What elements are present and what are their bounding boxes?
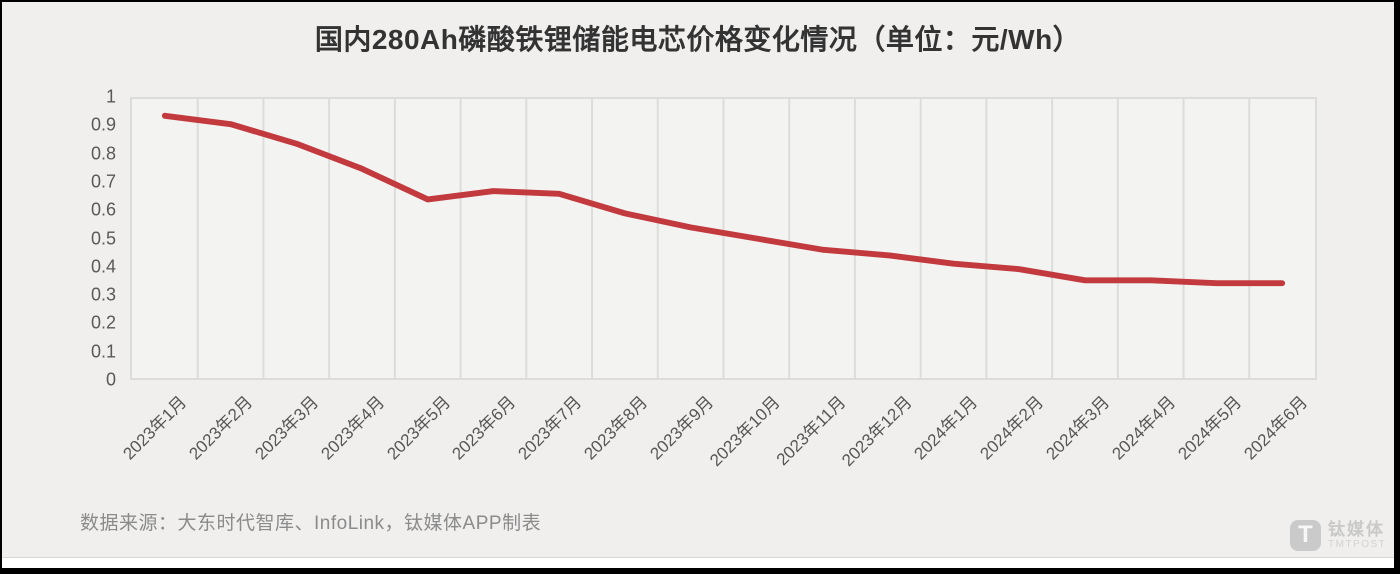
y-tick-label: 1 (105, 86, 116, 107)
tmtpost-name-en: TMTPOST (1328, 539, 1387, 550)
price-line-chart (161, 99, 1286, 378)
tmtpost-watermark: T 钛媒体 TMTPOST (1290, 520, 1386, 551)
y-tick-label: 0.1 (90, 341, 116, 362)
y-tick-label: 0.5 (90, 228, 116, 248)
y-tick-label: 0.9 (90, 114, 116, 135)
x-tick-label: 2023年2月 (184, 392, 256, 464)
y-tick-label: 0.6 (90, 199, 116, 220)
x-tick-label: 2023年11月 (772, 392, 850, 470)
x-tick-label: 2023年7月 (514, 392, 586, 464)
x-tick-label: 2024年5月 (1174, 392, 1246, 464)
y-tick-label: 0.8 (90, 143, 116, 164)
x-axis-labels: 2023年1月 2023年2月 2023年3月 2023年4月 2023年5月 2023年… (119, 97, 1317, 471)
x-tick-label: 2023年10月 (705, 392, 784, 471)
chart-title: 国内280Ah磷酸铁锂储能电芯价格变化情况（单位：元/Wh） (314, 24, 1082, 55)
vertical-gridlines (196, 99, 1251, 378)
tmtpost-logo-text: 钛媒体 TMTPOST (1328, 520, 1386, 551)
source-note: 数据来源：大东时代智库、InfoLink，钛媒体APP制表 (80, 513, 542, 534)
y-tick-label: 0 (105, 369, 116, 390)
y-tick-label: 0.2 (90, 312, 116, 333)
tmtpost-name-cn: 钛媒体 (1328, 520, 1385, 539)
x-tick-label: 2023年12月 (837, 392, 916, 471)
x-tick-label: 2024年1月 (910, 392, 982, 464)
x-tick-label: 2023年3月 (250, 392, 322, 464)
x-tick-label: 2023年8月 (580, 392, 652, 464)
x-tick-label: 2023年6月 (448, 392, 520, 464)
price-line (161, 112, 1286, 287)
plot-area (130, 97, 1317, 380)
chart-panel: 国内280Ah磷酸铁锂储能电芯价格变化情况（单位：元/Wh） 0 0.1 0.2 0.… (2, 2, 1394, 558)
y-axis-labels: 0 0.1 0.2 0.3 0.4 0.5 0.6 0.7 0.8 0.9 1 (2, 87, 122, 390)
x-tick-label: 2024年3月 (1042, 392, 1114, 464)
x-tick-label: 2023年5月 (382, 392, 454, 464)
x-tick-label: 2023年4月 (316, 392, 388, 464)
y-tick-label: 0.7 (90, 171, 116, 192)
x-tick-label: 2024年2月 (976, 392, 1048, 464)
tmtpost-logo-icon: T (1290, 520, 1321, 551)
x-tick-label: 2024年4月 (1108, 392, 1180, 464)
y-tick-label: 0.4 (90, 256, 116, 277)
y-tick-label: 0.3 (90, 284, 116, 305)
x-tick-label: 2023年1月 (119, 392, 190, 464)
x-tick-label: 2024年6月 (1240, 392, 1311, 464)
